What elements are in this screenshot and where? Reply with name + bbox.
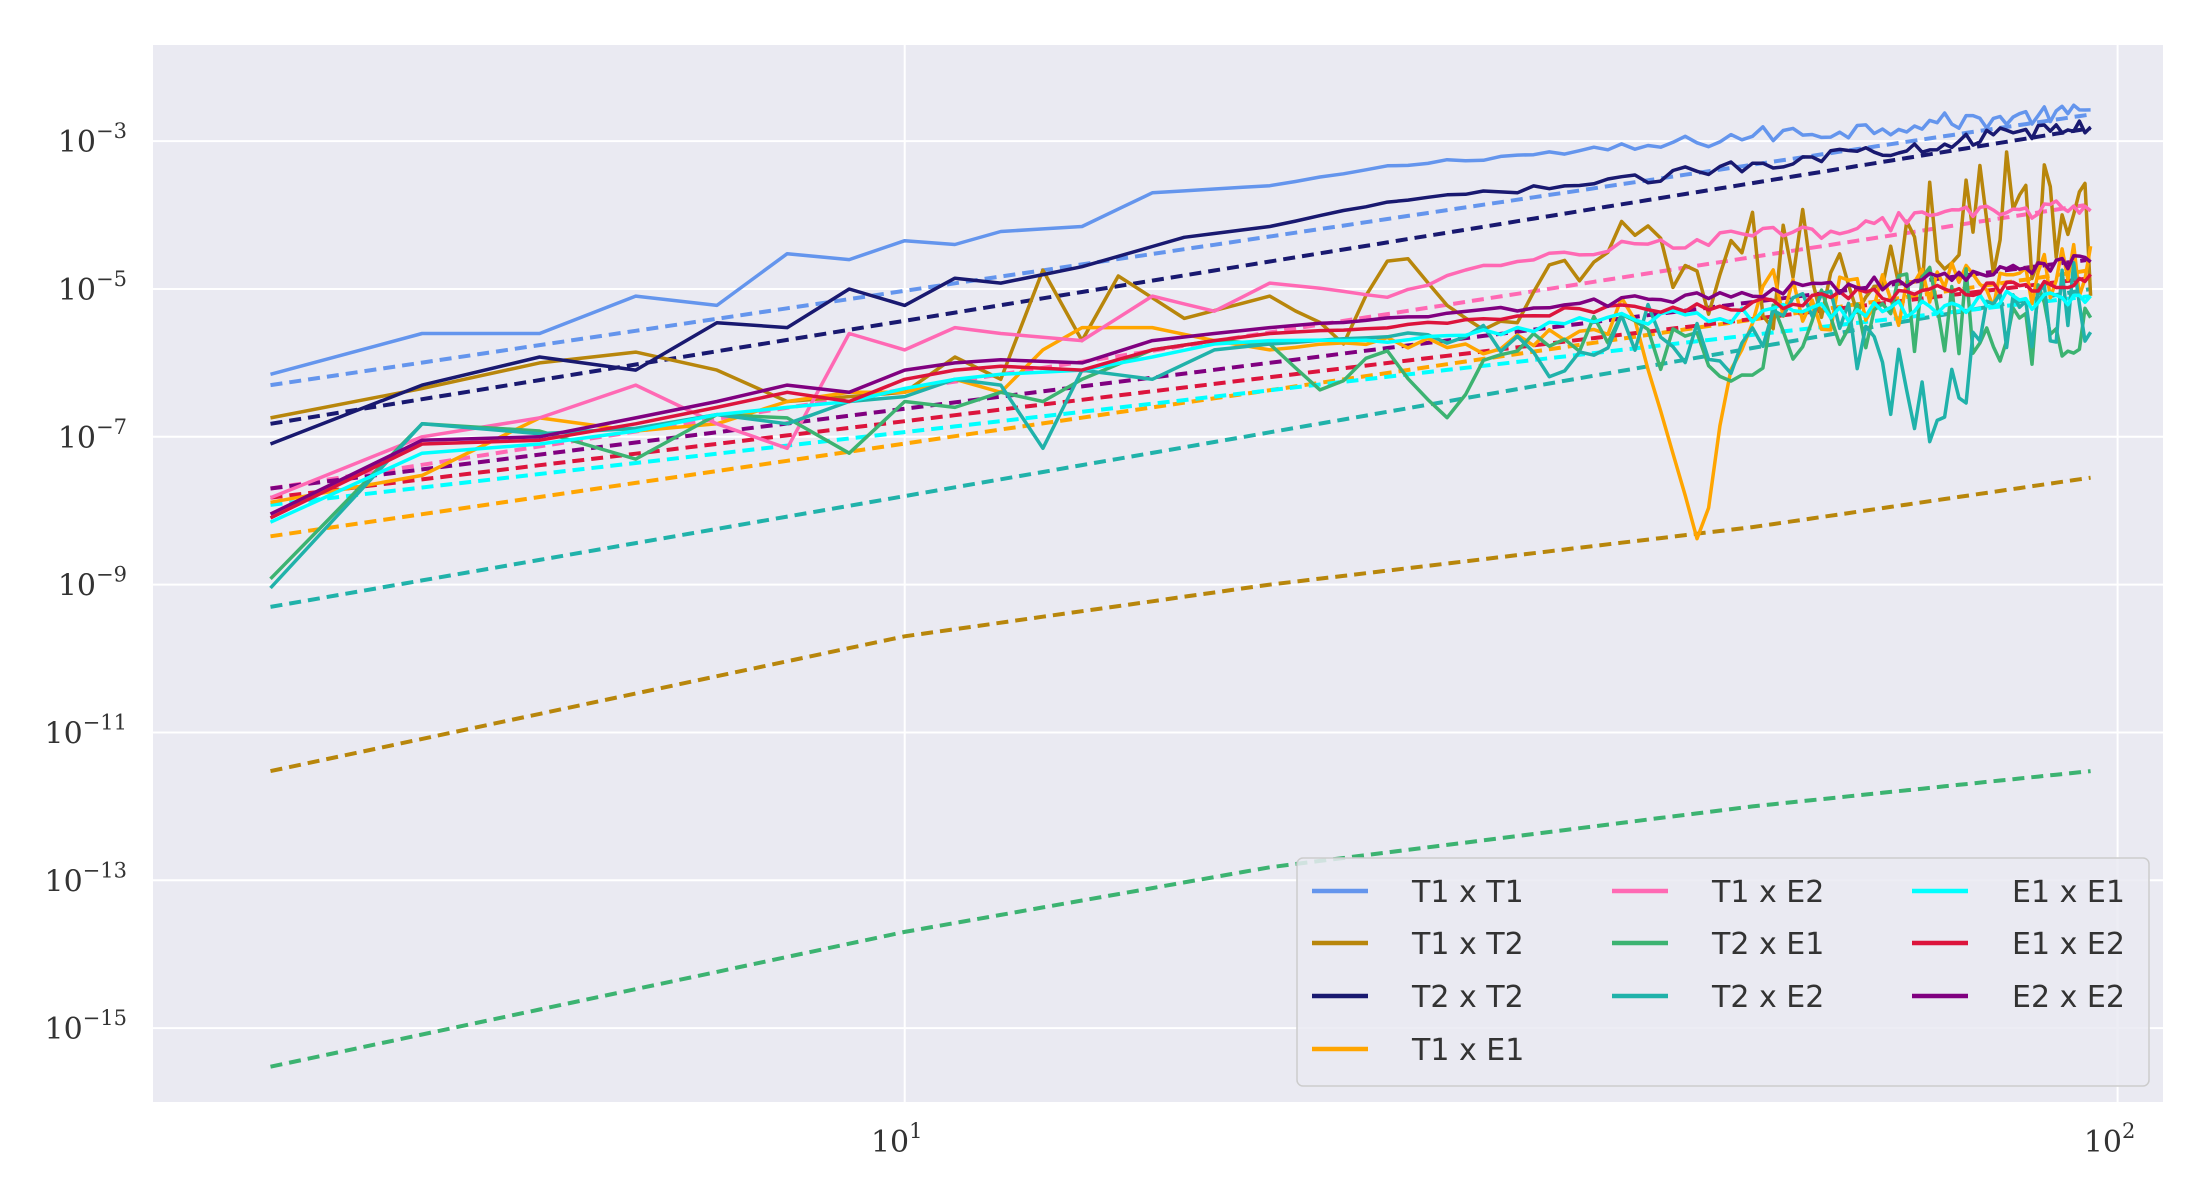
y-tick-label: 10−11 — [44, 710, 127, 751]
fit-line-1 — [270, 112, 2091, 388]
legend-box — [1296, 857, 2150, 1087]
series-line-7 — [269, 261, 2093, 590]
legend-label: E1 x E2 — [2012, 927, 2125, 962]
fit-line-8 — [270, 294, 2091, 507]
legend-label: T1 x E1 — [1411, 1033, 1524, 1068]
series-line-9 — [269, 273, 2092, 520]
legend-label: T2 x E1 — [1711, 927, 1824, 962]
plot-area — [269, 103, 2093, 1069]
fit-line-6 — [270, 769, 2091, 1069]
legend-label: T2 x E2 — [1711, 980, 1824, 1015]
y-tick-label: 10−7 — [58, 415, 127, 456]
x-tick-label: 102 — [2084, 1119, 2136, 1160]
y-tick-label: 10−13 — [44, 858, 127, 899]
fit-line-3 — [270, 126, 2091, 426]
legend-label: T1 x T2 — [1411, 927, 1524, 962]
series-line-3 — [269, 119, 2092, 446]
y-tick-label: 10−3 — [58, 119, 127, 160]
series-line-5 — [269, 199, 2092, 500]
legend-label: E2 x E2 — [2012, 980, 2125, 1015]
y-tick-label: 10−5 — [58, 267, 127, 308]
legend-label: E1 x E1 — [2012, 875, 2125, 910]
grid — [153, 45, 2163, 1102]
fit-line-4 — [270, 268, 2091, 539]
x-tick-label: 101 — [871, 1119, 923, 1160]
legend-label: T1 x E2 — [1711, 875, 1824, 910]
y-tick-labels: 10−3 10−5 10−7 10−9 10−11 10−13 10−15 — [44, 119, 127, 1047]
series-line-1 — [270, 103, 2091, 376]
y-tick-label: 10−15 — [44, 1006, 127, 1047]
x-tick-labels: 101 102 — [871, 1119, 2135, 1160]
legend: T1 x T1 T1 x T2 T2 x T2 T1 x E1 T1 x E2 T2 x … — [1296, 857, 2150, 1087]
fit-line-5 — [270, 202, 2091, 491]
series-line-6 — [269, 265, 2093, 581]
legend-label: T1 x T1 — [1411, 875, 1524, 910]
series-line-10 — [269, 254, 2092, 516]
y-tick-label: 10−9 — [58, 563, 127, 604]
legend-label: T2 x T2 — [1411, 980, 1524, 1015]
fit-line-2 — [270, 475, 2091, 774]
